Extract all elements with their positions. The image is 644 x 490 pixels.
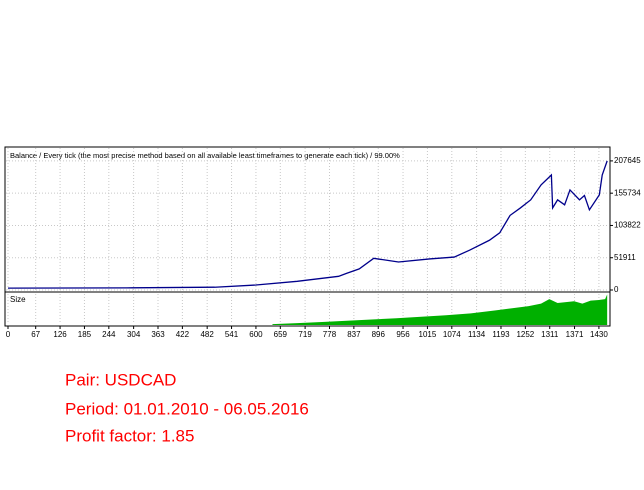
x-tick-label: 185 — [78, 330, 92, 339]
x-tick-label: 0 — [6, 330, 11, 339]
x-tick-label: 482 — [200, 330, 214, 339]
x-tick-label: 304 — [127, 330, 141, 339]
x-tick-label: 600 — [249, 330, 263, 339]
y-tick-label: 155734 — [614, 188, 641, 197]
x-tick-label: 67 — [31, 330, 40, 339]
chart-frame — [4, 146, 611, 327]
y-tick-label: 0 — [614, 285, 619, 294]
x-tick-label: 1015 — [419, 330, 437, 339]
note: Period: 01.01.2010 - 06.05.2016 — [65, 399, 309, 418]
x-tick-label: 1134 — [468, 330, 486, 339]
x-tick-label: 126 — [53, 330, 67, 339]
y-tick-label: 207645 — [614, 156, 641, 165]
y-tick-label: 51911 — [614, 253, 636, 262]
x-tick-label: 1311 — [541, 330, 559, 339]
note: Profit factor: 1.85 — [65, 426, 194, 445]
x-tick-label: 778 — [323, 330, 337, 339]
x-tick-label: 244 — [102, 330, 116, 339]
x-tick-label: 1193 — [492, 330, 510, 339]
x-tick-label: 896 — [372, 330, 386, 339]
size-area — [272, 294, 608, 325]
chart-title: Balance / Every tick (the most precise m… — [10, 151, 400, 160]
note: Pair: USDCAD — [65, 370, 176, 389]
x-tick-label: 1252 — [516, 330, 534, 339]
x-tick-label: 422 — [176, 330, 190, 339]
x-tick-label: 1371 — [566, 330, 584, 339]
x-tick-label: 1074 — [443, 330, 461, 339]
x-tick-label: 541 — [225, 330, 239, 339]
x-tick-label: 1430 — [590, 330, 608, 339]
x-tick-label: 363 — [151, 330, 165, 339]
y-tick-label: 103822 — [614, 221, 641, 230]
balance-line — [7, 160, 608, 289]
x-tick-label: 719 — [298, 330, 312, 339]
panel-title: Size — [10, 295, 26, 304]
x-tick-label: 837 — [347, 330, 361, 339]
x-tick-label: 659 — [274, 330, 288, 339]
x-tick-label: 956 — [396, 330, 410, 339]
